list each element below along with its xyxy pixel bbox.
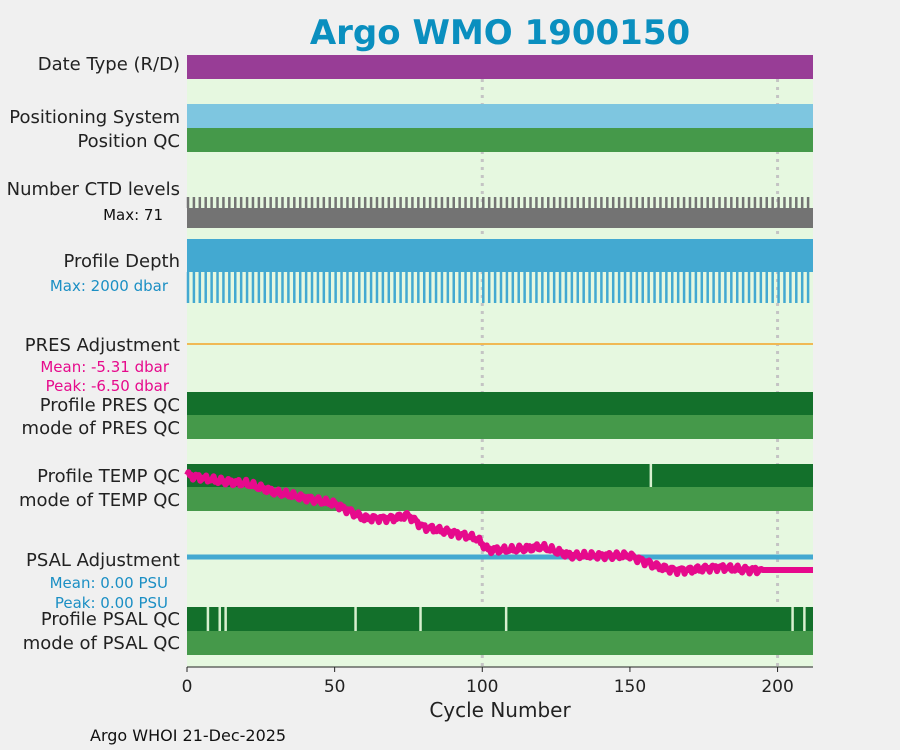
chart-title: Argo WMO 1900150: [310, 13, 690, 53]
label-ctd-levels: Number CTD levels: [7, 179, 180, 200]
label-position-qc: Position QC: [77, 131, 180, 152]
grid-layer: [480, 55, 780, 667]
psal-qc-gap-7: [803, 607, 806, 631]
spikes-layer: [186, 197, 810, 303]
label-profile-pres-qc: Profile PRES QC: [40, 395, 180, 416]
footer-credit: Argo WHOI 21-Dec-2025: [90, 726, 286, 745]
psal-qc-gap-4: [419, 607, 422, 631]
bar-profile-temp-qc: [187, 464, 813, 487]
bar-date-type: [187, 55, 813, 79]
trace-layer: [184, 469, 815, 577]
psal-adjustment-trace: [184, 469, 815, 577]
label-date-type: Date Type (R/D): [38, 54, 180, 75]
bar-positioning-system: [187, 104, 813, 128]
label-psal-peak: Peak: 0.00 PSU: [55, 594, 168, 612]
label-profile-depth: Profile Depth: [63, 251, 180, 272]
bar-mode-pres-qc: [187, 415, 813, 439]
bar-mode-psal-qc: [187, 631, 813, 655]
bar-profile-depth: [187, 239, 813, 272]
label-pres-peak: Peak: -6.50 dbar: [46, 377, 170, 395]
x-tick-label-150: 150: [614, 677, 646, 697]
psal-qc-gap-2: [224, 607, 227, 631]
label-pres-mean: Mean: -5.31 dbar: [40, 358, 170, 376]
label-mode-pres-qc: mode of PRES QC: [22, 418, 180, 439]
x-axis-label: Cycle Number: [429, 698, 571, 722]
x-tick-label-50: 50: [324, 677, 346, 697]
bar-profile-psal-qc: [187, 607, 813, 631]
label-ctd-max: Max: 71: [103, 206, 163, 224]
label-pres-adjustment: PRES Adjustment: [25, 335, 180, 356]
temp-qc-gap-0: [649, 464, 653, 487]
label-profile-temp-qc: Profile TEMP QC: [37, 466, 180, 487]
psal-qc-gap-1: [218, 607, 221, 631]
x-tick-label-100: 100: [466, 677, 498, 697]
bar-position-qc: [187, 128, 813, 152]
bar-profile-pres-qc: [187, 392, 813, 415]
label-psal-adjustment: PSAL Adjustment: [26, 550, 180, 571]
psal-qc-gap-6: [791, 607, 794, 631]
psal-qc-gap-5: [504, 607, 508, 631]
psal-qc-gap-3: [354, 607, 357, 631]
label-psal-mean: Mean: 0.00 PSU: [50, 574, 168, 592]
psal-qc-gap-0: [206, 607, 210, 631]
x-tick-label-200: 200: [761, 677, 793, 697]
label-positioning-system: Positioning System: [9, 107, 180, 128]
label-depth-max: Max: 2000 dbar: [50, 277, 169, 295]
bar-ctd-levels: [187, 208, 813, 228]
bars-layer: [187, 55, 813, 655]
label-mode-temp-qc: mode of TEMP QC: [19, 490, 180, 511]
x-ticks: 0 50 100 150 200: [182, 667, 794, 697]
label-mode-psal-qc: mode of PSAL QC: [23, 633, 180, 654]
x-tick-label-0: 0: [182, 677, 193, 697]
label-profile-psal-qc: Profile PSAL QC: [41, 609, 180, 630]
